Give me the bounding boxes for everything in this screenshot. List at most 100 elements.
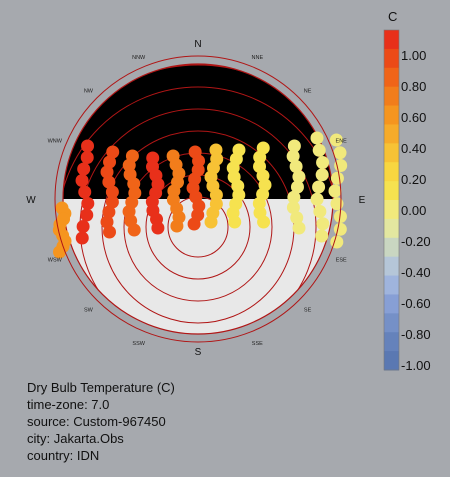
- legend-swatch: [384, 332, 399, 352]
- sun-point: [289, 160, 303, 173]
- sun-point: [80, 151, 94, 164]
- compass-minor-label: NW: [84, 88, 94, 94]
- chart-title: Dry Bulb Temperature (C): [27, 380, 175, 395]
- sun-path-column: [310, 131, 330, 243]
- legend-swatch: [384, 48, 399, 69]
- compass-minor-label: SE: [304, 308, 312, 314]
- compass-minor-label: WNW: [48, 139, 63, 145]
- sun-point: [290, 180, 304, 194]
- sun-point: [103, 225, 117, 239]
- sun-point: [102, 205, 116, 219]
- sun-point: [329, 133, 343, 147]
- sun-point: [80, 208, 94, 222]
- sun-point: [170, 219, 184, 233]
- sun-point: [310, 131, 324, 145]
- sun-point: [316, 217, 330, 231]
- legend-swatch: [384, 200, 399, 220]
- chart-info: Dry Bulb Temperature (C) time-zone: 7.0 …: [27, 379, 175, 464]
- legend-tick-label: -0.40: [401, 265, 431, 280]
- sun-point: [81, 197, 95, 210]
- legend-swatch: [384, 218, 399, 239]
- compass-minor-label: ENE: [336, 139, 348, 145]
- compass-minor-label: NNW: [132, 55, 146, 61]
- sun-path-points: [52, 131, 348, 259]
- sun-point: [330, 235, 344, 249]
- sun-path-column: [75, 139, 95, 245]
- sun-point: [333, 146, 347, 160]
- sun-point: [310, 192, 324, 206]
- sun-point: [102, 175, 116, 189]
- legend-swatch: [384, 105, 399, 125]
- sun-point: [252, 197, 266, 210]
- legend-swatch: [384, 294, 399, 314]
- source-label: source: Custom-967450: [27, 414, 166, 429]
- sun-point: [100, 215, 114, 229]
- legend-tick-label: 0.20: [401, 172, 426, 187]
- legend-swatch: [384, 124, 399, 144]
- sun-path-column: [252, 141, 272, 229]
- compass-major-label: W: [26, 195, 36, 206]
- legend-swatch: [384, 162, 399, 182]
- sun-path-column: [226, 143, 246, 229]
- sun-point: [187, 217, 201, 231]
- legend-tick-label: 0.40: [401, 141, 426, 156]
- legend-swatch: [384, 313, 399, 333]
- sun-point: [292, 170, 306, 184]
- legend-frame: [383, 29, 400, 371]
- legend-tick-label: -0.80: [401, 327, 431, 342]
- sun-point: [53, 245, 67, 259]
- sun-point: [257, 215, 271, 229]
- country-label: country: IDN: [27, 448, 100, 463]
- sun-point: [105, 195, 119, 209]
- compass-major-label: S: [195, 347, 202, 358]
- compass-minor-label: NE: [304, 88, 312, 94]
- sun-point: [106, 145, 120, 159]
- hour-arc: [63, 86, 333, 334]
- compass-ring: [54, 55, 342, 343]
- sun-point: [315, 168, 329, 182]
- sun-point: [209, 188, 223, 202]
- compass-major-label: E: [359, 195, 366, 206]
- compass-minor-label: ESE: [336, 257, 347, 263]
- sun-point: [81, 139, 95, 153]
- legend-tick-label: -0.60: [401, 296, 431, 311]
- compass-minor-label: NNE: [252, 55, 264, 61]
- sun-point: [328, 184, 342, 198]
- sun-point: [204, 215, 218, 229]
- legend-swatch: [384, 30, 399, 50]
- compass-minor-label: WSW: [48, 257, 63, 263]
- legend-swatch: [384, 181, 399, 201]
- sun-point: [75, 174, 89, 187]
- legend-swatch: [384, 86, 399, 107]
- sun-point: [290, 211, 304, 225]
- legend-swatch: [384, 275, 399, 295]
- city-label: city: Jakarta.Obs: [27, 431, 124, 446]
- compass-minor-label: SSE: [252, 341, 263, 347]
- sun-point: [75, 231, 89, 245]
- legend-title: C: [388, 9, 397, 24]
- sun-point: [333, 222, 347, 236]
- compass-minor-label: SW: [84, 308, 94, 314]
- legend-swatch: [384, 351, 399, 371]
- sun-point: [287, 190, 301, 204]
- sun-point: [76, 220, 90, 233]
- sun-point: [316, 156, 330, 169]
- sun-point: [228, 215, 242, 229]
- sun-point: [151, 221, 165, 235]
- legend-tick-label: 1.00: [401, 48, 426, 63]
- sun-path-column: [145, 151, 165, 235]
- sun-point: [103, 155, 117, 169]
- sun-point: [330, 197, 344, 211]
- sun-path-column: [204, 143, 224, 229]
- sun-point: [77, 162, 91, 176]
- timezone-label: time-zone: 7.0: [27, 397, 110, 412]
- compass-major-label: N: [194, 39, 201, 50]
- sun-point: [333, 210, 347, 223]
- sun-point: [292, 221, 306, 235]
- sun-point: [253, 150, 267, 164]
- sun-path-column: [166, 149, 186, 233]
- sun-path-column: [186, 145, 206, 231]
- sun-point: [330, 171, 344, 185]
